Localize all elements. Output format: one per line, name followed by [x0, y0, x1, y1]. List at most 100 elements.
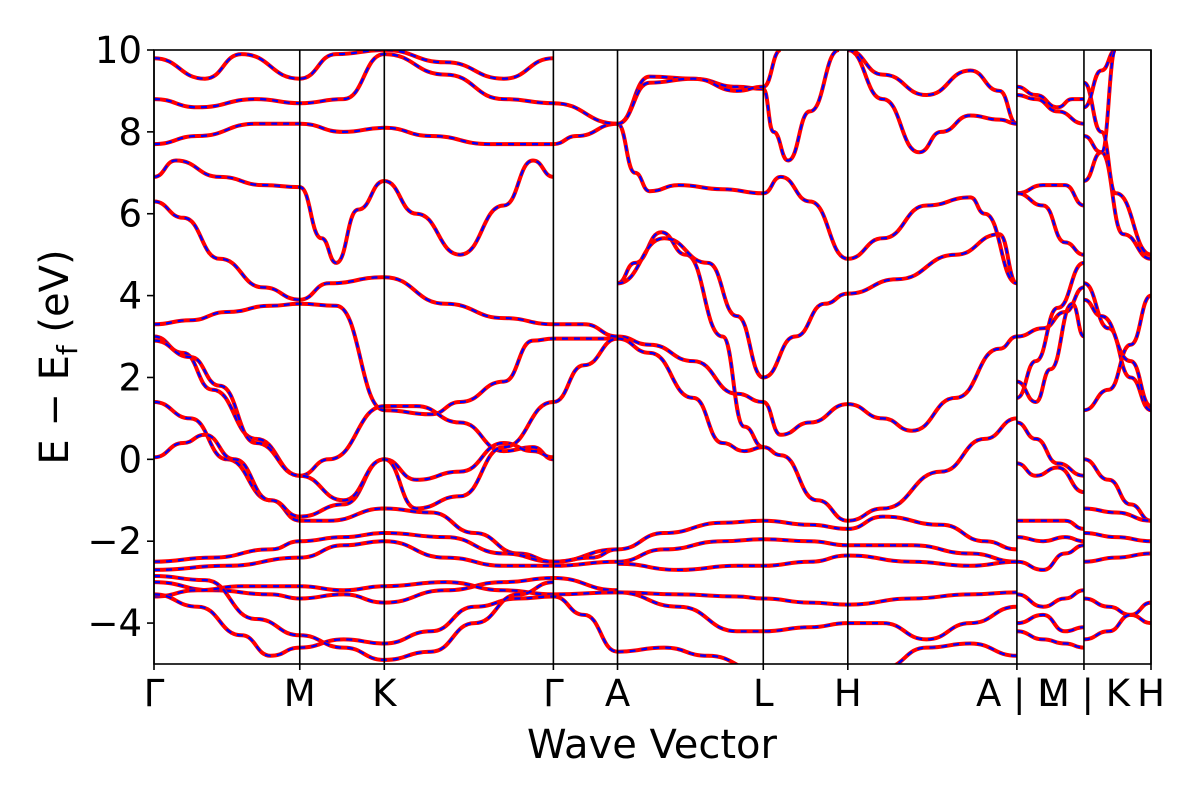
band-line-dashed-47 — [1083, 134, 1151, 260]
band-line-dashed-30 — [617, 646, 738, 664]
band-line-dashed-31 — [894, 642, 1017, 664]
band-line-solid-27 — [617, 553, 1017, 572]
band-line-solid-57 — [1083, 551, 1151, 564]
y-axis-label-subscript: f — [51, 344, 84, 355]
band-line-dashed-28 — [617, 591, 1017, 606]
band-lines — [154, 50, 1151, 664]
band-line-dashed-19 — [617, 233, 1018, 379]
x-tick-label-6: H — [834, 672, 862, 715]
band-line-solid-21 — [616, 50, 840, 163]
band-line-dashed-33 — [1016, 93, 1085, 125]
x-axis-label: Wave Vector — [527, 722, 778, 768]
band-line-solid-55 — [1083, 506, 1151, 523]
band-line-dashed-7 — [154, 400, 554, 563]
band-line-dashed-12 — [154, 576, 618, 604]
band-line-solid-56 — [1083, 531, 1151, 544]
y-axis-ticks: −4 −2 0 2 4 6 8 10 — [87, 29, 154, 645]
high-symmetry-lines — [153, 50, 1152, 664]
band-line-dashed-3 — [154, 52, 618, 125]
band-line-solid-23 — [847, 50, 1018, 126]
band-line-dashed-39 — [1016, 421, 1085, 477]
band-line-dashed-10 — [154, 531, 618, 563]
band-line-solid-46 — [1016, 629, 1085, 650]
band-line-dashed-34 — [1016, 183, 1085, 207]
band-line-dashed-44 — [1016, 589, 1085, 608]
x-tick-label-4: A — [605, 672, 630, 715]
y-tick-label-2: 0 — [118, 438, 142, 481]
y-tick-label-7: 10 — [95, 29, 142, 72]
y-tick-label-0: −4 — [87, 602, 142, 645]
band-line-solid-29 — [617, 590, 1018, 642]
band-line-dashed-0 — [154, 200, 554, 326]
band-line-dashed-58 — [1083, 597, 1151, 625]
band-line-dashed-38 — [1016, 302, 1085, 404]
x-tick-label-8: M | K — [1038, 672, 1132, 715]
y-tick-label-1: −2 — [87, 520, 142, 563]
band-line-dashed-53 — [1083, 298, 1151, 408]
band-line-dashed-15 — [154, 574, 554, 662]
x-tick-label-2: K — [372, 672, 398, 715]
band-line-dashed-26 — [617, 538, 1017, 563]
x-tick-label-3: Γ — [543, 672, 564, 715]
band-line-dashed-16 — [553, 323, 1018, 436]
y-axis-label-unit: (eV) — [32, 249, 78, 345]
plot-frame — [153, 49, 1152, 665]
band-line-dashed-41 — [1016, 519, 1085, 530]
band-line-dashed-20 — [616, 122, 1018, 285]
band-line-solid-41 — [1016, 518, 1085, 531]
band-line-solid-6 — [154, 334, 554, 478]
band-line-dashed-32 — [1016, 85, 1084, 109]
band-line-dashed-42 — [1016, 535, 1085, 543]
band-line-dashed-49 — [1083, 50, 1117, 109]
band-line-dashed-37 — [1016, 261, 1085, 399]
band-line-dashed-35 — [1016, 192, 1085, 256]
band-line-solid-37 — [1016, 260, 1085, 400]
band-line-dashed-45 — [1016, 613, 1085, 633]
band-line-dashed-43 — [1016, 544, 1085, 572]
y-axis-label: E − Ef (eV) — [32, 249, 84, 464]
band-line-dashed-59 — [1083, 601, 1151, 641]
y-tick-label-3: 2 — [118, 356, 142, 399]
band-line-dashed-17 — [617, 337, 1018, 522]
band-line-solid-35 — [1016, 191, 1085, 257]
band-line-dashed-2 — [154, 122, 618, 146]
band-line-dashed-22 — [617, 50, 782, 125]
band-line-dashed-50 — [1083, 50, 1118, 183]
band-line-solid-36 — [1016, 285, 1085, 339]
band-line-dashed-1 — [154, 159, 554, 265]
x-tick-label-7: A | L — [976, 672, 1058, 715]
band-line-dashed-21 — [617, 50, 840, 162]
x-tick-label-1: M — [284, 672, 316, 715]
band-line-dashed-29 — [617, 591, 1017, 641]
band-line-dashed-24 — [847, 50, 1017, 154]
band-line-solid-0 — [154, 199, 554, 327]
band-line-dashed-36 — [1016, 286, 1085, 338]
band-line-dashed-6 — [154, 335, 554, 477]
band-line-solid-26 — [617, 537, 1017, 564]
x-tick-label-0: Γ — [144, 672, 165, 715]
band-line-solid-8 — [154, 432, 554, 519]
band-line-solid-20 — [616, 121, 1018, 286]
band-line-solid-24 — [847, 50, 1017, 155]
band-line-dashed-48 — [1083, 81, 1151, 256]
band-line-dashed-52 — [1083, 294, 1151, 412]
band-line-dashed-54 — [1083, 458, 1151, 522]
band-line-dashed-25 — [553, 515, 1017, 563]
band-line-solid-30 — [617, 645, 740, 664]
band-line-solid-10 — [154, 531, 618, 564]
band-line-solid-47 — [1083, 134, 1151, 261]
band-line-solid-9 — [154, 336, 618, 511]
band-line-dashed-27 — [617, 554, 1017, 572]
x-tick-label-9: H — [1137, 672, 1165, 715]
band-line-dashed-23 — [847, 50, 1018, 125]
band-line-dashed-9 — [154, 337, 618, 510]
band-line-solid-22 — [616, 50, 782, 126]
band-line-dashed-13 — [154, 580, 618, 598]
y-tick-label-6: 8 — [118, 111, 142, 154]
band-line-dashed-18 — [617, 231, 764, 449]
band-line-dashed-46 — [1016, 630, 1085, 649]
y-tick-label-4: 4 — [118, 275, 142, 318]
band-line-solid-40 — [1016, 461, 1085, 495]
